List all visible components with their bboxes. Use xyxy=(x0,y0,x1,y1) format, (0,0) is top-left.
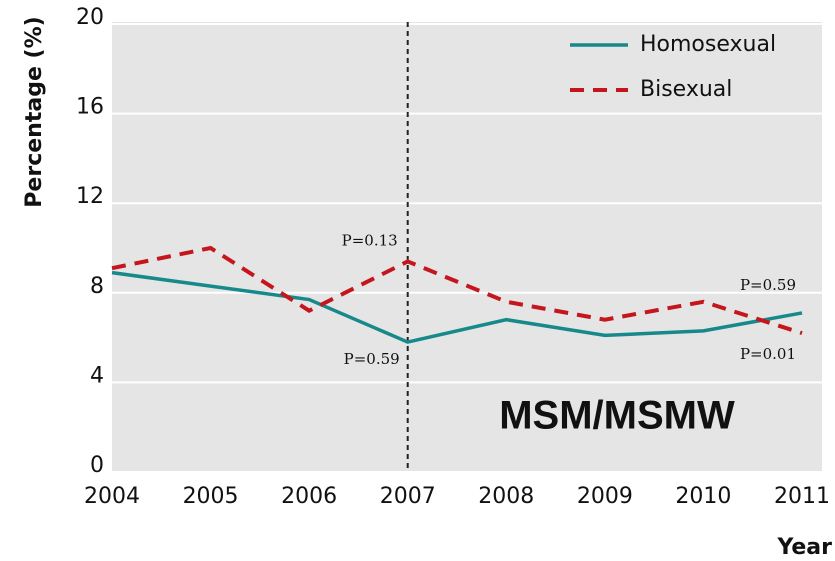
y-tick-label: 20 xyxy=(76,5,104,30)
x-tick-label: 2010 xyxy=(675,484,731,509)
annotation: MSM/MSMW xyxy=(499,394,735,438)
annotation: P=0.59 xyxy=(740,276,796,294)
y-tick-label: 12 xyxy=(76,184,104,209)
legend-label: Bisexual xyxy=(640,77,732,102)
y-tick-label: 8 xyxy=(90,274,104,299)
plot-area xyxy=(112,22,822,472)
x-tick-label: 2006 xyxy=(281,484,337,509)
x-tick-label: 2008 xyxy=(478,484,534,509)
x-tick-label: 2007 xyxy=(380,484,436,509)
x-tick-label: 2004 xyxy=(84,484,140,509)
x-tick-label: 2005 xyxy=(183,484,239,509)
annotation: P=0.59 xyxy=(344,350,400,368)
legend-label: Homosexual xyxy=(640,32,776,57)
x-axis-label: Year xyxy=(776,535,832,560)
x-tick-label: 2011 xyxy=(774,484,830,509)
x-tick-label: 2009 xyxy=(577,484,633,509)
data-line xyxy=(111,270,803,344)
annotation: P=0.01 xyxy=(740,345,796,363)
data-line xyxy=(111,245,803,336)
y-axis-label: Percentage (%) xyxy=(22,16,47,207)
y-tick-label: 4 xyxy=(90,363,104,388)
annotation: P=0.13 xyxy=(342,231,398,249)
y-tick-label: 0 xyxy=(90,453,104,478)
y-tick-label: 16 xyxy=(76,95,104,120)
